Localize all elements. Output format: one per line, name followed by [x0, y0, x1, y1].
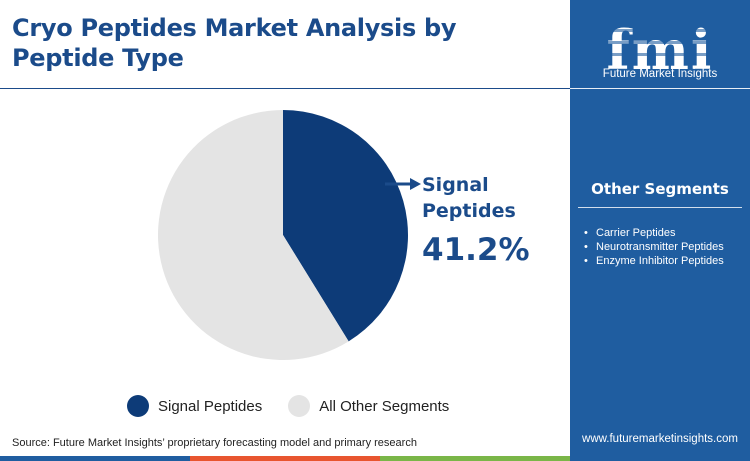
callout-value: 41.2%	[422, 232, 530, 268]
list-item: Neurotransmitter Peptides	[584, 240, 724, 254]
footer-bar-1	[0, 456, 190, 461]
callout-label: Signal Peptides	[422, 174, 516, 222]
pie-chart	[158, 110, 421, 360]
legend-item-signal: Signal Peptides	[127, 395, 262, 417]
chart-legend: Signal Peptides All Other Segments	[127, 395, 475, 417]
website-link[interactable]: www.futuremarketinsights.com	[582, 433, 738, 445]
other-segments-list: Carrier Peptides Neurotransmitter Peptid…	[584, 226, 724, 268]
brand-name: Future Market Insights	[602, 68, 718, 80]
logo-text: fmi	[607, 18, 714, 82]
title-divider	[0, 88, 570, 89]
page-title: Cryo Peptides Market Analysis by Peptide…	[12, 14, 457, 72]
other-segments-divider	[578, 207, 742, 208]
legend-item-other: All Other Segments	[288, 395, 449, 417]
legend-label-signal: Signal Peptides	[158, 397, 263, 415]
footer-bar-2	[190, 456, 380, 461]
source-note: Source: Future Market Insights’ propriet…	[12, 437, 417, 449]
legend-swatch-other	[288, 395, 311, 417]
pie-slice-all-other-segments	[158, 110, 349, 360]
list-item: Enzyme Inhibitor Peptides	[584, 254, 724, 268]
side-panel: fmi Future Market Insights Other Segment…	[570, 0, 750, 461]
list-item: Carrier Peptides	[584, 226, 724, 240]
other-segments-title: Other Segments	[591, 180, 729, 198]
signal-callout: Signal Peptides 41.2%	[397, 172, 530, 268]
footer-bar-3	[380, 456, 570, 461]
fmi-logo: fmi	[600, 18, 720, 82]
main-panel: Cryo Peptides Market Analysis by Peptide…	[0, 14, 570, 449]
callout-arrow	[385, 178, 421, 190]
legend-label-other: All Other Segments	[319, 397, 450, 415]
pie-slice-signal-peptides	[283, 110, 409, 342]
legend-swatch-signal	[127, 395, 149, 417]
side-divider	[570, 88, 750, 89]
